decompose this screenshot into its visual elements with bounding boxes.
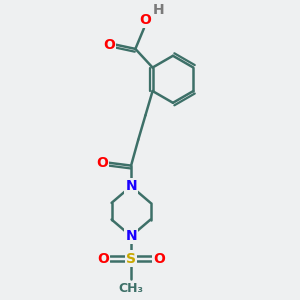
Text: N: N (125, 229, 137, 243)
Text: N: N (125, 179, 137, 193)
Text: H: H (152, 3, 164, 16)
Text: O: O (103, 38, 115, 52)
Text: O: O (140, 13, 151, 27)
Text: S: S (126, 251, 136, 266)
Text: O: O (97, 251, 109, 266)
Text: O: O (153, 251, 165, 266)
Text: CH₃: CH₃ (118, 282, 144, 295)
Text: O: O (97, 156, 108, 170)
